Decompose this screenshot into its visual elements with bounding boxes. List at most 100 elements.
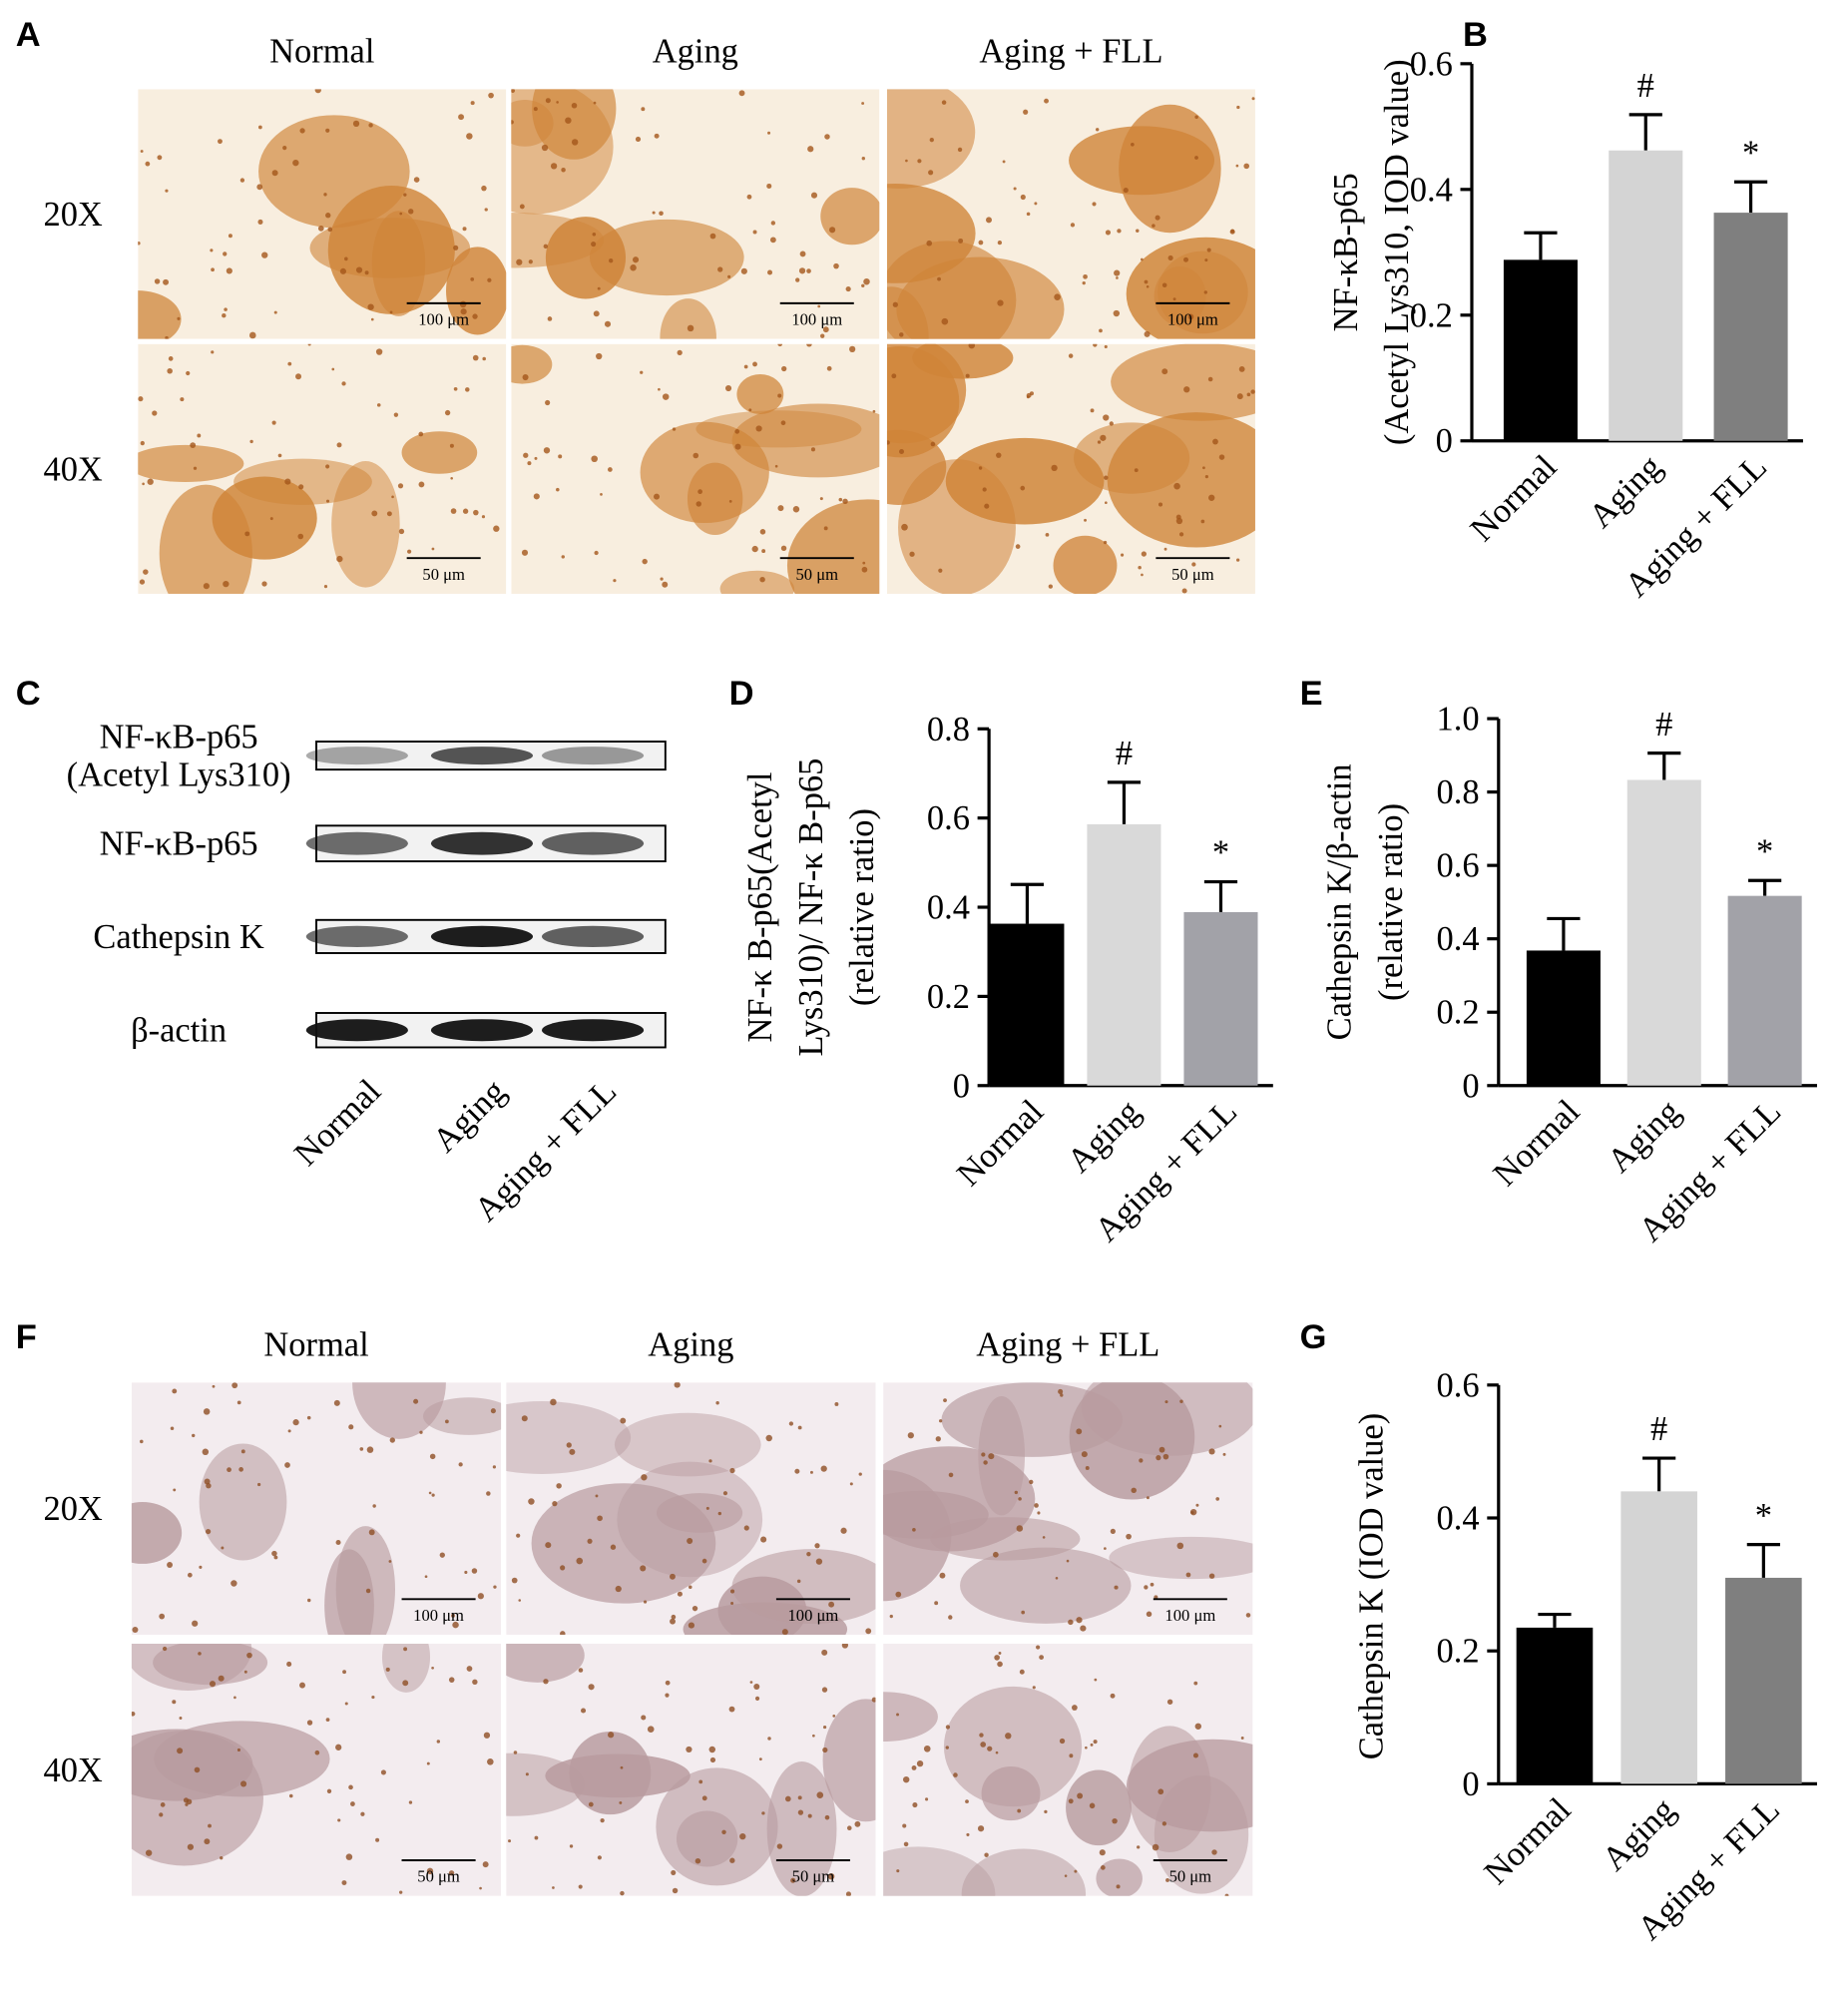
cell-dot xyxy=(306,1720,313,1726)
cell-dot xyxy=(1110,1528,1116,1534)
cell-dot xyxy=(595,1494,599,1498)
scale-bar-label: 100 μm xyxy=(1167,310,1218,329)
cell-dot xyxy=(397,483,404,489)
cell-dot xyxy=(759,576,765,583)
cell-dot xyxy=(459,300,467,308)
cell-dot xyxy=(333,1399,340,1406)
cell-dot xyxy=(355,266,363,273)
y-tick-label: 0.8 xyxy=(1437,773,1480,811)
cell-dot xyxy=(635,136,642,143)
cell-dot xyxy=(1020,194,1026,201)
cell-dot xyxy=(1141,551,1147,557)
cell-dot xyxy=(581,1708,587,1714)
cell-dot xyxy=(571,139,579,146)
blot-band xyxy=(541,831,645,855)
significance-mark: * xyxy=(1756,832,1773,870)
cell-dot xyxy=(1243,163,1250,170)
cell-dot xyxy=(286,1661,292,1667)
cell-dot xyxy=(1236,105,1240,110)
cell-dot xyxy=(806,1551,811,1557)
cell-dot xyxy=(609,258,614,263)
stained-region xyxy=(506,1401,632,1474)
stained-region xyxy=(199,1443,287,1561)
cell-dot xyxy=(419,1430,423,1434)
cell-dot xyxy=(809,1470,813,1474)
cell-dot xyxy=(1020,485,1026,491)
cell-dot xyxy=(938,568,943,573)
cell-dot xyxy=(998,1652,1002,1655)
cell-dot xyxy=(1018,1497,1022,1501)
cell-dot xyxy=(652,211,656,215)
cell-dot xyxy=(389,1437,395,1443)
cell-dot xyxy=(132,1627,139,1634)
cell-dot xyxy=(143,569,149,575)
cell-dot xyxy=(816,1791,824,1799)
cell-dot xyxy=(708,1746,716,1753)
cell-dot xyxy=(930,441,936,447)
cell-dot xyxy=(220,1855,224,1860)
micrograph xyxy=(131,1382,502,1636)
stained-region xyxy=(660,298,716,339)
cell-dot xyxy=(979,1733,984,1738)
cell-dot xyxy=(842,498,848,505)
cell-dot xyxy=(428,1491,432,1495)
cell-dot xyxy=(1183,386,1190,393)
cell-dot xyxy=(194,1766,201,1773)
cell-dot xyxy=(701,1558,707,1564)
cell-dot xyxy=(431,1493,435,1497)
cell-dot xyxy=(862,561,866,565)
cell-dot xyxy=(983,1460,988,1465)
cell-dot xyxy=(790,1877,796,1883)
cell-dot xyxy=(820,1465,827,1472)
cell-dot xyxy=(670,1573,676,1580)
cell-dot xyxy=(224,307,228,311)
cell-dot xyxy=(518,1599,522,1602)
y-axis-label: (relative ratio) xyxy=(843,808,881,1006)
cell-dot xyxy=(1144,279,1149,284)
stained-region xyxy=(233,458,372,505)
cell-dot xyxy=(765,1434,772,1442)
cell-dot xyxy=(1017,1808,1022,1813)
cell-dot xyxy=(798,267,806,274)
cell-dot xyxy=(909,551,915,557)
cell-dot xyxy=(996,452,1002,458)
cell-dot xyxy=(1190,1511,1194,1515)
cell-dot xyxy=(823,1725,827,1730)
cell-dot xyxy=(817,304,821,308)
cell-dot xyxy=(453,245,459,250)
cell-dot xyxy=(1126,1533,1132,1540)
cell-dot xyxy=(1082,281,1086,285)
stained-region xyxy=(1053,535,1118,594)
cell-dot xyxy=(647,1726,655,1734)
cell-dot xyxy=(325,213,331,219)
stained-region xyxy=(1111,343,1255,421)
bar xyxy=(1503,259,1578,441)
cell-dot xyxy=(1029,391,1034,396)
y-tick-label: 0 xyxy=(1436,422,1453,460)
cell-dot xyxy=(923,1745,931,1753)
cell-dot xyxy=(413,1398,419,1404)
cell-dot xyxy=(994,1655,1000,1661)
cell-dot xyxy=(1032,1686,1036,1690)
cell-dot xyxy=(484,208,488,212)
cell-dot xyxy=(317,225,324,232)
cell-dot xyxy=(776,1843,783,1849)
cell-dot xyxy=(1144,1585,1149,1590)
cell-dot xyxy=(734,443,741,450)
blot-band xyxy=(541,747,645,765)
cell-dot xyxy=(1112,1817,1118,1824)
lane-label: Normal xyxy=(287,1072,388,1173)
cell-dot xyxy=(1034,202,1038,206)
cell-dot xyxy=(344,1702,348,1706)
cell-dot xyxy=(487,1757,494,1765)
cell-dot xyxy=(753,1684,760,1691)
stained-region xyxy=(731,1549,876,1625)
cell-dot xyxy=(797,1425,802,1430)
cell-dot xyxy=(561,167,566,173)
cell-dot xyxy=(659,211,664,217)
cell-dot xyxy=(140,440,145,446)
cell-dot xyxy=(177,1748,184,1754)
cell-dot xyxy=(845,1891,852,1896)
cell-dot xyxy=(912,1801,918,1808)
